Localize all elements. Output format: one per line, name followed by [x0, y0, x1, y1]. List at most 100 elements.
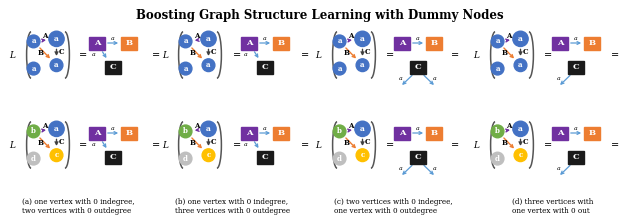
Text: B: B [125, 129, 132, 137]
Text: B: B [588, 39, 596, 47]
Bar [257, 150, 273, 164]
Text: =: = [386, 140, 394, 150]
Text: a: a [433, 76, 437, 81]
Text: a: a [518, 61, 523, 69]
Text: =: = [451, 140, 459, 150]
Circle shape [201, 31, 216, 46]
Text: C: C [262, 63, 268, 71]
Text: a: a [574, 35, 578, 41]
Text: B: B [431, 39, 438, 47]
Text: a: a [399, 76, 403, 81]
Text: C: C [415, 63, 421, 71]
Text: C: C [262, 153, 268, 161]
Text: a: a [183, 65, 188, 73]
Text: d: d [31, 155, 36, 162]
Text: a: a [574, 125, 578, 131]
Text: =: = [301, 140, 309, 150]
Text: C: C [573, 63, 579, 71]
Text: A: A [506, 32, 512, 40]
Text: B: B [502, 49, 508, 57]
Text: B: B [344, 139, 350, 147]
Circle shape [513, 121, 528, 136]
Text: L: L [473, 51, 479, 60]
Text: =: = [544, 50, 552, 60]
Circle shape [27, 125, 40, 138]
Bar [241, 37, 257, 49]
Text: =: = [611, 50, 619, 60]
Bar [394, 127, 410, 140]
Circle shape [50, 59, 63, 72]
Text: B: B [277, 129, 285, 137]
Text: =: = [79, 140, 87, 150]
Circle shape [27, 152, 40, 165]
Circle shape [356, 149, 369, 162]
Text: A: A [399, 129, 405, 137]
Text: A: A [93, 129, 100, 137]
Text: a: a [557, 76, 561, 81]
Text: =: = [152, 50, 160, 60]
Text: a: a [360, 35, 365, 43]
Text: A: A [399, 39, 405, 47]
Text: (c) two vertices with 0 indegree,
one vertex with 0 outdegree: (c) two vertices with 0 indegree, one ve… [333, 198, 452, 215]
Text: a: a [360, 125, 365, 133]
Text: =: = [233, 140, 241, 150]
Text: A: A [348, 122, 354, 130]
Text: =: = [301, 50, 309, 60]
Text: =: = [79, 50, 87, 60]
Text: a: a [206, 125, 211, 133]
Circle shape [179, 62, 192, 75]
Circle shape [356, 59, 369, 72]
Text: C: C [109, 153, 116, 161]
Circle shape [491, 152, 504, 165]
Text: A: A [246, 129, 252, 137]
Text: L: L [473, 141, 479, 150]
Text: =: = [451, 50, 459, 60]
Text: A: A [557, 39, 563, 47]
Text: a: a [518, 35, 523, 43]
Text: a: a [92, 143, 96, 148]
Text: a: a [54, 125, 59, 133]
Text: c: c [518, 151, 523, 159]
Text: C: C [523, 48, 529, 56]
Text: C: C [59, 48, 65, 56]
Circle shape [202, 59, 215, 72]
Text: a: a [31, 37, 36, 45]
Text: C: C [415, 153, 421, 161]
Bar [257, 60, 273, 74]
Text: C: C [109, 63, 116, 71]
Text: a: a [399, 166, 403, 171]
Bar [568, 60, 584, 74]
Bar [552, 127, 568, 140]
Text: C: C [211, 48, 216, 56]
Text: a: a [433, 166, 437, 171]
Text: C: C [59, 138, 65, 146]
Text: a: a [495, 65, 500, 73]
Circle shape [491, 125, 504, 138]
Text: B: B [588, 129, 596, 137]
Text: =: = [611, 140, 619, 150]
Text: C: C [573, 153, 579, 161]
Bar [89, 127, 105, 140]
Circle shape [179, 125, 192, 138]
Text: a: a [31, 65, 36, 73]
Circle shape [491, 62, 504, 75]
Circle shape [355, 121, 370, 136]
Text: d: d [183, 155, 188, 162]
Text: L: L [9, 141, 15, 150]
Text: B: B [502, 139, 508, 147]
Text: a: a [360, 61, 365, 69]
Text: a: a [244, 53, 248, 58]
Bar [89, 37, 105, 49]
Text: a: a [54, 61, 59, 69]
Text: L: L [162, 51, 168, 60]
Text: B: B [344, 49, 350, 57]
Text: a: a [183, 37, 188, 45]
Text: A: A [348, 32, 354, 40]
Bar [241, 127, 257, 140]
Bar [121, 127, 137, 140]
Text: (a) one vertex with 0 indegree,
two vertices with 0 outdegree: (a) one vertex with 0 indegree, two vert… [22, 198, 134, 215]
Text: a: a [263, 125, 267, 131]
Circle shape [202, 149, 215, 162]
Text: C: C [211, 138, 216, 146]
Bar [273, 127, 289, 140]
